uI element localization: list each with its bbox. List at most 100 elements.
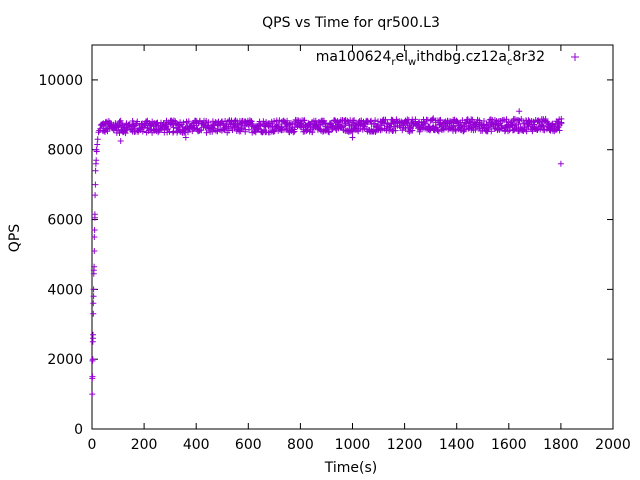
data-point <box>339 124 345 131</box>
data-point <box>182 134 189 141</box>
data-point <box>556 127 563 134</box>
data-point <box>134 118 141 125</box>
data-point <box>158 126 165 132</box>
data-point <box>312 117 319 124</box>
data-point <box>472 120 479 127</box>
data-point <box>344 117 351 124</box>
data-point <box>290 129 297 136</box>
data-point <box>248 118 255 125</box>
y-tick-label: 8000 <box>47 143 83 159</box>
data-point <box>165 125 172 132</box>
data-point <box>89 391 96 398</box>
x-tick-label: 1000 <box>335 437 371 453</box>
data-point <box>89 356 96 363</box>
data-point <box>181 129 188 136</box>
data-point <box>406 128 413 135</box>
data-point <box>91 234 98 240</box>
data-point <box>325 128 332 135</box>
x-tick-label: 400 <box>183 437 210 453</box>
data-point <box>429 116 436 123</box>
data-point <box>91 263 98 270</box>
data-point <box>437 116 444 123</box>
data-point <box>542 116 549 122</box>
data-point <box>94 136 101 143</box>
data-point <box>117 138 124 144</box>
data-point <box>558 115 565 122</box>
data-point <box>93 157 100 164</box>
data-point <box>529 128 536 135</box>
y-tick-label: 10000 <box>38 73 83 89</box>
x-tick-label: 1800 <box>543 437 579 453</box>
data-point <box>90 293 97 300</box>
x-tick-label: 2000 <box>595 437 631 453</box>
data-point <box>92 181 99 188</box>
plot-frame <box>91 44 614 430</box>
data-point <box>90 286 97 293</box>
x-tick-label: 0 <box>88 437 97 453</box>
x-axis: 0 200 400 600 800 1000 1200 1400 1600 1800 2000 <box>88 45 631 453</box>
data-point <box>515 117 522 123</box>
x-axis-label: Time(s) <box>324 460 377 476</box>
data-point <box>122 130 129 137</box>
legend-marker <box>571 53 579 61</box>
data-point <box>185 118 192 125</box>
y-tick-label: 6000 <box>47 213 83 229</box>
data-point <box>93 148 100 155</box>
data-point <box>549 127 556 134</box>
data-point <box>89 373 96 380</box>
data-point <box>242 128 249 135</box>
data-point <box>284 117 291 124</box>
x-tick-label: 200 <box>131 437 158 453</box>
y-axis-label: QPS <box>7 224 23 252</box>
y-axis: 0 2000 4000 6000 8000 10000 <box>38 73 613 438</box>
plot-border <box>91 44 614 430</box>
data-point <box>364 119 371 126</box>
data-point <box>435 128 442 135</box>
data-point <box>382 116 389 123</box>
data-point <box>518 116 525 122</box>
data-point <box>92 192 99 199</box>
x-tick-label: 600 <box>235 437 262 453</box>
data-point <box>91 211 98 218</box>
data-point <box>92 167 99 174</box>
data-point <box>126 121 133 128</box>
legend-label: ma100624relwithdbg.cz12ac8r32 <box>316 49 545 68</box>
data-point <box>487 116 494 123</box>
data-point <box>246 126 252 133</box>
data-point <box>91 227 98 233</box>
x-tick-label: 1200 <box>387 437 423 453</box>
x-tick-label: 1400 <box>439 437 475 453</box>
data-point <box>94 141 101 148</box>
data-point <box>488 128 495 135</box>
legend: ma100624relwithdbg.cz12ac8r32 <box>316 49 579 68</box>
data-point <box>90 300 97 307</box>
data-point <box>523 128 530 135</box>
data-point <box>309 129 316 136</box>
data-point <box>409 127 416 134</box>
data-point <box>90 331 96 338</box>
data-point <box>430 115 437 122</box>
data-point <box>117 117 124 124</box>
data-point <box>300 117 307 124</box>
x-tick-label: 1600 <box>491 437 527 453</box>
data-point <box>349 128 356 135</box>
data-point <box>91 248 98 254</box>
data-point <box>485 124 492 131</box>
data-point <box>399 127 406 134</box>
data-point <box>185 129 191 136</box>
data-point <box>153 120 160 127</box>
y-tick-label: 4000 <box>47 282 83 298</box>
data-point <box>357 125 364 132</box>
chart-title: QPS vs Time for qr500.L3 <box>262 15 440 31</box>
data-point <box>133 121 140 128</box>
data-point <box>516 108 523 115</box>
data-point <box>90 310 97 317</box>
x-tick-label: 800 <box>287 437 314 453</box>
data-point <box>557 160 564 167</box>
data-point <box>349 134 356 141</box>
data-points <box>89 108 565 398</box>
data-point <box>540 123 547 130</box>
y-tick-label: 2000 <box>47 352 83 368</box>
data-point <box>508 122 515 129</box>
